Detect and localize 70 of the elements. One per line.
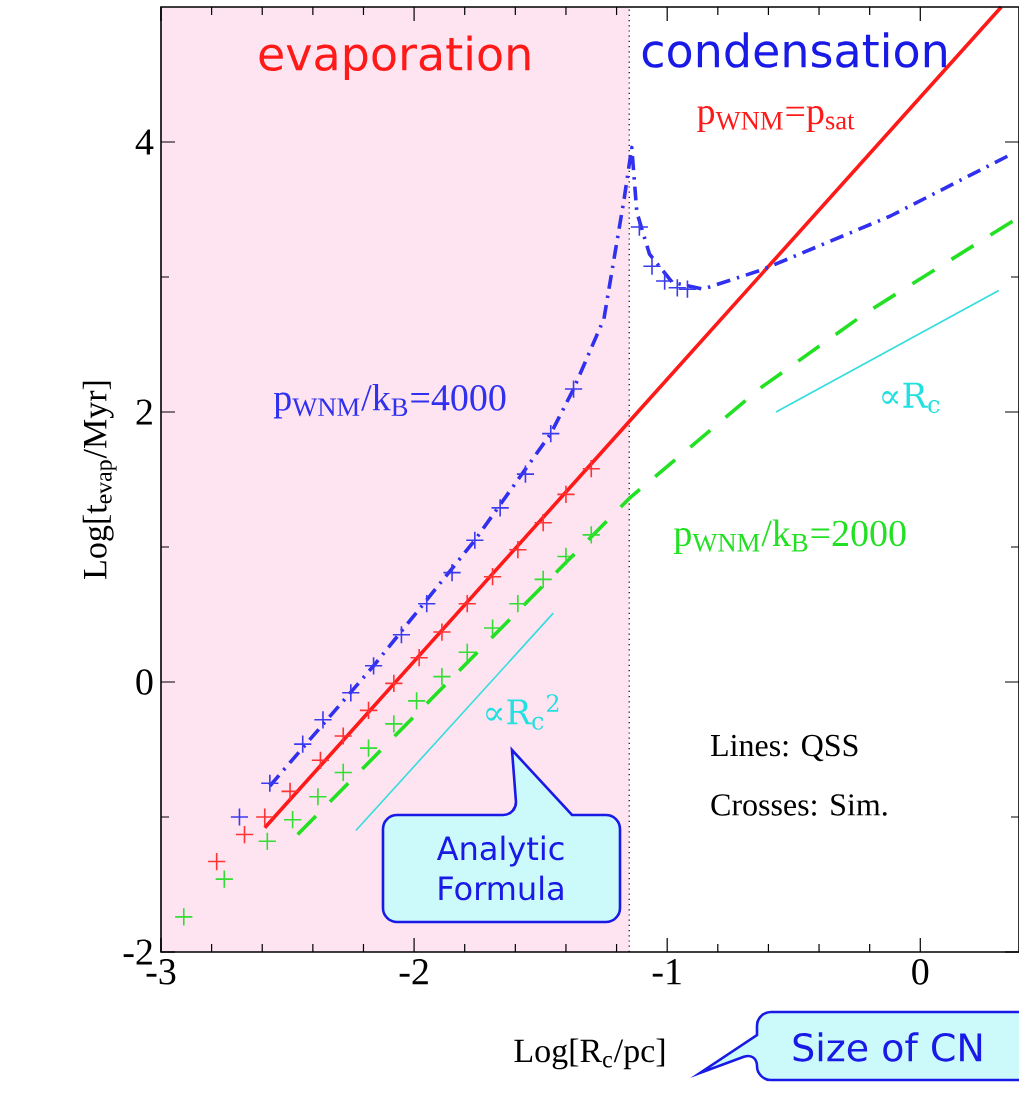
point: [465, 530, 485, 550]
annotation: ∝R$_{c}$2: [486, 694, 559, 730]
y-tick-label: 0: [136, 669, 153, 695]
point: [214, 869, 234, 889]
point: [230, 807, 249, 827]
point: [364, 656, 383, 676]
point: [508, 540, 528, 560]
point: [384, 714, 404, 734]
point: [311, 750, 330, 770]
point: [341, 683, 361, 703]
point: [541, 424, 561, 444]
point: [260, 773, 280, 793]
point: [384, 673, 404, 693]
x-tick-label: -2: [399, 959, 428, 985]
point: [457, 642, 477, 662]
point: [308, 787, 328, 807]
point: [207, 852, 227, 871]
point: [678, 279, 697, 299]
point: [257, 831, 277, 851]
point: [333, 726, 353, 746]
point: [457, 594, 477, 614]
point: [255, 807, 275, 827]
point: [483, 567, 502, 587]
point: [516, 464, 535, 484]
point: [313, 710, 333, 730]
point: [359, 700, 378, 720]
point: [556, 547, 576, 566]
annotation: condensation: [642, 32, 946, 68]
x-tick-label: -1: [652, 959, 681, 985]
point: [533, 570, 553, 589]
series-label: p$_{WNM}$/k$_{B}$=4000: [273, 384, 506, 419]
series-label: p$_{WNM}$=p$_{sat}$: [697, 106, 855, 133]
point: [432, 622, 452, 642]
point: [483, 618, 502, 638]
annotation: ∝R$_{c}$: [882, 382, 940, 414]
point: [508, 594, 528, 614]
point: [655, 271, 675, 291]
point: [333, 763, 353, 782]
point: [667, 278, 687, 298]
text: Size of CN: [793, 1032, 982, 1062]
y-tick-label: 2: [136, 399, 152, 425]
point: [556, 484, 576, 504]
point: [642, 256, 662, 276]
annotation: Analytic Formula: [436, 835, 564, 901]
point: [564, 379, 583, 399]
point: [629, 217, 649, 237]
x-tick-label: 0: [912, 959, 929, 985]
point: [442, 563, 462, 583]
point: [533, 513, 553, 533]
point: [581, 525, 601, 545]
band-label: evaporation: [259, 35, 530, 80]
point: [359, 738, 378, 758]
point: [235, 825, 254, 844]
x-axis-title: Log[R$_{c}$/pc]: [514, 1038, 665, 1070]
point: [409, 648, 429, 668]
series-label: p$_{WNM}$/k$_{B}$=2000: [673, 519, 906, 554]
point: [432, 667, 452, 686]
y-tick-label: 4: [135, 129, 154, 155]
point: [293, 734, 313, 754]
y-axis-title: Log[t$_{evap}$/Myr]: [82, 381, 117, 579]
point: [490, 498, 510, 518]
point: [392, 625, 411, 645]
point: [283, 810, 302, 830]
point: [581, 459, 601, 479]
point: [417, 594, 437, 614]
point: [407, 691, 427, 711]
point: [174, 907, 194, 927]
annotation: Crosses: Sim.: [711, 794, 887, 816]
point: [280, 781, 300, 801]
annotation: Lines: QSS: [710, 734, 858, 762]
